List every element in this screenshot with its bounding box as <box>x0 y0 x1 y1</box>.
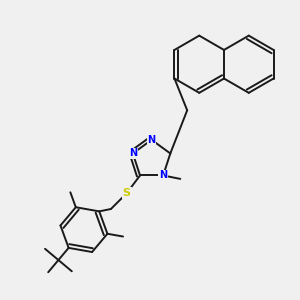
Text: S: S <box>123 188 131 198</box>
Text: N: N <box>148 135 156 145</box>
Text: N: N <box>159 170 167 181</box>
Text: N: N <box>129 148 137 158</box>
